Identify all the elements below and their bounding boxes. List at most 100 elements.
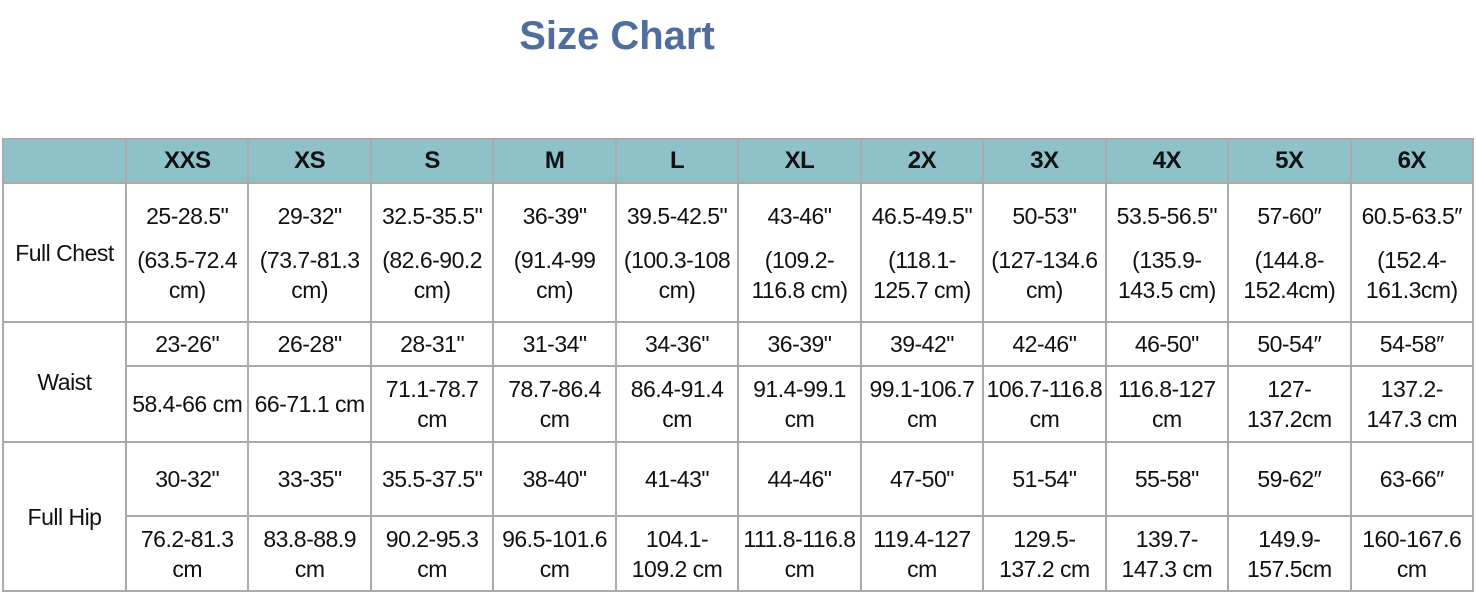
waist-inches: 50-54″ — [1227, 321, 1352, 367]
table-row-hip-inches: Full Hip 30-32" 33-35" 35.5-37.5" 38-40" 41-4… — [2, 441, 1475, 592]
hip-cm: 139.7-147.3 cm — [1104, 515, 1230, 592]
chest-inches: 46.5-49.5" — [871, 202, 973, 229]
waist-inches: 46-50" — [1104, 321, 1230, 367]
size-header-s: S — [369, 138, 495, 184]
size-chart-table: XXS XS S M L XL 2X 3X 4X 5X 6X Full Chest 25-28.5" (… — [2, 138, 1475, 592]
waist-cm: 99.1-106.7 cm — [859, 365, 985, 443]
chest-cell: 29-32" (73.7-81.3 cm) — [247, 182, 372, 323]
size-header-2x: 2X — [859, 138, 985, 184]
waist-cm: 71.1-78.7 cm — [369, 365, 495, 443]
hip-inches: 47-50" — [859, 441, 985, 517]
header-corner — [2, 138, 127, 184]
waist-inches: 42-46" — [982, 321, 1107, 367]
hip-inches: 59-62″ — [1227, 441, 1352, 517]
waist-cm: 137.2-147.3 cm — [1349, 365, 1475, 443]
size-header-l: L — [614, 138, 740, 184]
hip-cm: 96.5-101.6 cm — [492, 515, 617, 592]
chest-inches: 53.5-56.5" — [1116, 202, 1218, 229]
waist-cm: 91.4-99.1 cm — [737, 365, 862, 443]
size-header-3x: 3X — [982, 138, 1107, 184]
chest-cell: 50-53" (127-134.6 cm) — [982, 182, 1107, 323]
table-row-chest: Full Chest 25-28.5" (63.5-72.4 cm) 29-32" (7… — [2, 182, 1475, 323]
chest-cell: 36-39" (91.4-99 cm) — [492, 182, 617, 323]
hip-cm: 119.4-127 cm — [859, 515, 985, 592]
row-label: Waist — [2, 321, 127, 443]
chest-cm: (63.5-72.4 cm) — [137, 246, 238, 303]
chest-cm: (100.3-108 cm) — [623, 246, 731, 303]
chest-cm: (152.4-161.3cm) — [1365, 246, 1458, 303]
hip-cm: 104.1-109.2 cm — [614, 515, 740, 592]
hip-inches: 55-58" — [1104, 441, 1230, 517]
table-row-hip-cm: 76.2-81.3 cm 83.8-88.9 cm 90.2-95.3 cm 96.5… — [3, 515, 1475, 592]
row-label: Full Hip — [2, 441, 127, 592]
hip-cm: 76.2-81.3 cm — [124, 515, 250, 592]
chest-inches: 50-53" — [1012, 202, 1077, 229]
hip-inches: 33-35" — [247, 441, 372, 517]
size-header-xl: XL — [737, 138, 862, 184]
chest-cell: 25-28.5" (63.5-72.4 cm) — [124, 182, 250, 323]
table-row-waist-cm: 58.4-66 cm 66-71.1 cm 71.1-78.7 cm 78.7-86.… — [3, 365, 1475, 443]
waist-cm: 58.4-66 cm — [124, 365, 250, 443]
size-header-m: M — [492, 138, 617, 184]
chest-inches: 43-46" — [767, 202, 832, 229]
size-header-5x: 5X — [1227, 138, 1352, 184]
chest-inches: 29-32" — [277, 202, 343, 229]
waist-cm: 78.7-86.4 cm — [492, 365, 617, 443]
chest-inches: 60.5-63.5″ — [1361, 202, 1463, 229]
chest-inches: 36-39" — [522, 202, 588, 229]
header-row: XXS XS S M L XL 2X 3X 4X 5X 6X — [2, 138, 1475, 184]
chest-cell: 46.5-49.5" (118.1-125.7 cm) — [859, 182, 985, 323]
hip-inches: 51-54" — [982, 441, 1107, 517]
chest-cm: (135.9-143.5 cm) — [1117, 246, 1216, 303]
chest-cm: (127-134.6 cm) — [991, 246, 1098, 303]
hip-inches: 30-32" — [124, 441, 250, 517]
waist-cm: 66-71.1 cm — [247, 365, 372, 443]
chest-cm: (82.6-90.2 cm) — [382, 246, 483, 303]
chest-inches: 57-60″ — [1257, 202, 1322, 229]
hip-inches: 44-46" — [737, 441, 862, 517]
chest-cm: (118.1-125.7 cm) — [873, 246, 971, 303]
waist-inches: 26-28" — [247, 321, 372, 367]
page-title: Size Chart — [519, 14, 715, 58]
waist-cm: 86.4-91.4 cm — [614, 365, 740, 443]
hip-cm: 149.9-157.5cm — [1227, 515, 1352, 592]
hip-inches: 38-40" — [492, 441, 617, 517]
chest-cell: 57-60″ (144.8-152.4cm) — [1227, 182, 1352, 323]
size-header-xxs: XXS — [124, 138, 250, 184]
chest-cell: 43-46" (109.2-116.8 cm) — [737, 182, 862, 323]
hip-inches: 63-66″ — [1349, 441, 1475, 517]
waist-inches: 28-31" — [369, 321, 495, 367]
hip-cm: 111.8-116.8 cm — [737, 515, 862, 592]
waist-cm: 106.7-116.8 cm — [982, 365, 1107, 443]
waist-cm: 116.8-127 cm — [1104, 365, 1230, 443]
hip-cm: 129.5-137.2 cm — [982, 515, 1107, 592]
chest-cm: (91.4-99 cm) — [513, 246, 596, 303]
hip-cm: 90.2-95.3 cm — [369, 515, 495, 592]
size-header-xs: XS — [247, 138, 372, 184]
hip-inches: 41-43" — [614, 441, 740, 517]
hip-inches: 35.5-37.5" — [369, 441, 495, 517]
chest-cell: 32.5-35.5" (82.6-90.2 cm) — [369, 182, 495, 323]
size-header-4x: 4X — [1104, 138, 1230, 184]
chest-cm: (144.8-152.4cm) — [1243, 246, 1336, 303]
hip-cm: 83.8-88.9 cm — [247, 515, 372, 592]
chest-inches: 25-28.5" — [146, 202, 229, 229]
size-header-6x: 6X — [1349, 138, 1475, 184]
chest-cell: 60.5-63.5″ (152.4-161.3cm) — [1349, 182, 1475, 323]
waist-cm: 127-137.2cm — [1227, 365, 1352, 443]
waist-inches: 34-36" — [614, 321, 740, 367]
hip-cm: 160-167.6 cm — [1349, 515, 1475, 592]
chest-cm: (109.2-116.8 cm) — [751, 246, 848, 303]
waist-inches: 54-58″ — [1349, 321, 1475, 367]
row-label: Full Chest — [2, 182, 127, 323]
chest-cell: 53.5-56.5" (135.9-143.5 cm) — [1104, 182, 1230, 323]
chest-cell: 39.5-42.5" (100.3-108 cm) — [614, 182, 740, 323]
chest-inches: 39.5-42.5" — [626, 202, 728, 229]
table-row-waist-inches: Waist 23-26" 26-28" 28-31" 31-34" 34-36" 36-39… — [2, 321, 1475, 443]
chest-inches: 32.5-35.5" — [381, 202, 483, 229]
waist-inches: 39-42" — [859, 321, 985, 367]
waist-inches: 23-26" — [124, 321, 250, 367]
chest-cm: (73.7-81.3 cm) — [259, 246, 360, 303]
waist-inches: 36-39" — [737, 321, 862, 367]
waist-inches: 31-34" — [492, 321, 617, 367]
